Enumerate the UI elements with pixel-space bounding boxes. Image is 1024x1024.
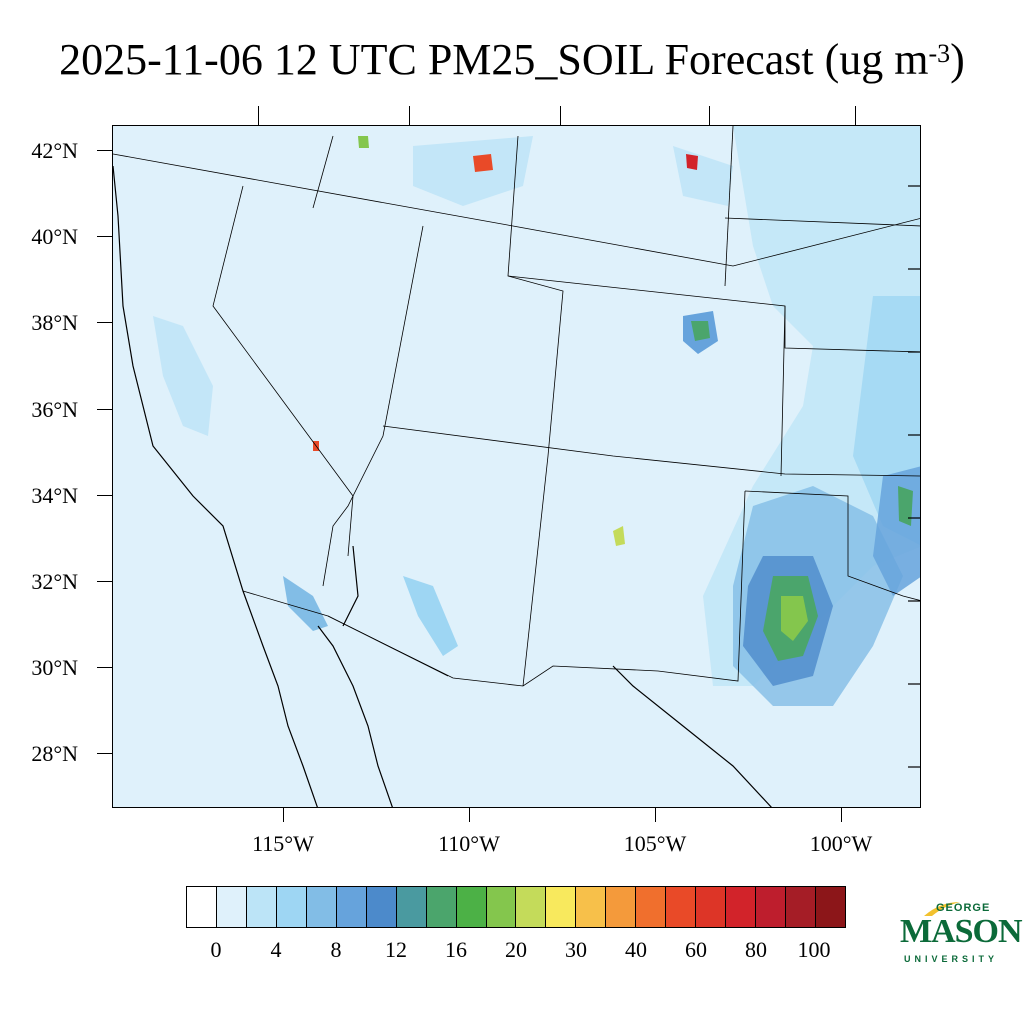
boundaries — [113, 126, 920, 687]
map-canvas — [113, 126, 920, 807]
colorbar-swatch — [666, 887, 697, 927]
tick-left — [97, 753, 112, 754]
coastline — [113, 165, 772, 807]
colorbar-swatch — [486, 887, 517, 927]
lon-label-110: 110°W — [438, 831, 500, 856]
tick-left — [97, 236, 112, 237]
tick-top — [560, 106, 561, 125]
colorbar-swatch — [726, 887, 757, 927]
colorbar-swatch — [246, 887, 277, 927]
colorbar-label: 40 — [625, 937, 647, 962]
map-panel — [112, 125, 921, 808]
lon-label-100: 100°W — [809, 831, 873, 856]
logo-george: GEORGE — [936, 902, 991, 914]
colorbar-label: 30 — [565, 937, 587, 962]
tick-left — [97, 150, 112, 151]
tick-top — [855, 106, 856, 125]
colorbar-swatch — [546, 887, 577, 927]
lat-label-28: 28°N — [31, 741, 78, 766]
lat-label-30: 30°N — [31, 655, 78, 680]
logo-swoosh-icon — [924, 902, 960, 916]
colorbar-label: 100 — [797, 937, 831, 962]
logo-university: UNIVERSITY — [904, 954, 999, 964]
colorbar-swatch — [396, 887, 427, 927]
lat-label-34: 34°N — [31, 483, 78, 508]
tick-left — [97, 581, 112, 582]
colorbar-swatch — [426, 887, 457, 927]
colorbar — [186, 886, 846, 928]
colorbar-swatch — [756, 887, 787, 927]
colorbar-swatch — [636, 887, 667, 927]
colorbar-swatch — [456, 887, 487, 927]
lat-label-32: 32°N — [31, 569, 78, 594]
tick-left — [97, 409, 112, 410]
tick-top — [709, 106, 710, 125]
colorbar-swatch — [696, 887, 727, 927]
lat-label-42: 42°N — [31, 138, 78, 163]
colorbar-label: 8 — [330, 937, 342, 962]
colorbar-label: 12 — [385, 937, 407, 962]
title-superscript: -3 — [928, 39, 951, 68]
tick-bottom — [283, 808, 284, 822]
colorbar-label: 60 — [685, 937, 707, 962]
colorbar-swatch — [576, 887, 607, 927]
tick-left — [97, 667, 112, 668]
tick-left — [97, 495, 112, 496]
lat-label-40: 40°N — [31, 224, 78, 249]
colorbar-label: 80 — [745, 937, 767, 962]
gmu-logo: GEORGE MASON UNIVERSITY — [898, 900, 1023, 970]
colorbar-swatch — [306, 887, 337, 927]
colorbar-label: 4 — [270, 937, 282, 962]
tick-bottom — [841, 808, 842, 822]
colorbar-swatch — [516, 887, 547, 927]
lon-label-115: 115°W — [252, 831, 314, 856]
tick-bottom — [469, 808, 470, 822]
title-main: 2025-11-06 12 UTC PM25_SOIL Forecast (ug… — [59, 35, 929, 84]
frame-ticks — [908, 185, 920, 768]
tick-top — [258, 106, 259, 125]
colorbar-label: 0 — [210, 937, 222, 962]
colorbar-swatch — [606, 887, 637, 927]
colorbar-swatch — [366, 887, 397, 927]
title-close: ) — [950, 35, 965, 84]
colorbar-swatch — [786, 887, 817, 927]
colorbar-label: 16 — [445, 937, 467, 962]
concentration-field — [153, 126, 920, 706]
logo-mason: MASON — [900, 913, 1023, 950]
lat-label-36: 36°N — [31, 397, 78, 422]
colorbar-swatch — [276, 887, 307, 927]
map-title: 2025-11-06 12 UTC PM25_SOIL Forecast (ug… — [0, 30, 1024, 90]
tick-left — [97, 322, 112, 323]
colorbar-swatch — [187, 887, 217, 927]
colorbar-swatch — [816, 887, 845, 927]
colorbar-swatch — [216, 887, 247, 927]
tick-bottom — [655, 808, 656, 822]
tick-top — [409, 106, 410, 125]
colorbar-label: 20 — [505, 937, 527, 962]
lon-label-105: 105°W — [623, 831, 687, 856]
lat-label-38: 38°N — [31, 310, 78, 335]
colorbar-swatch — [336, 887, 367, 927]
